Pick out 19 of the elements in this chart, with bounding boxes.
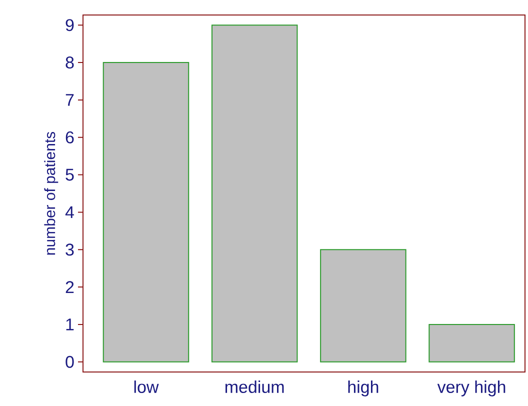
bar [102,62,190,362]
y-tick-label: 6 [66,131,74,144]
x-tick-label: low [134,380,159,394]
bar [428,324,515,362]
y-tick-label: 5 [66,168,74,181]
y-tick-label: 1 [66,318,74,330]
x-tick-label: high [348,380,378,396]
y-tick-label: 8 [66,56,74,69]
y-tick-label: 7 [66,94,74,106]
y-tick-label: 4 [65,206,74,218]
y-tick-label: 0 [66,356,74,368]
bar [320,249,406,362]
bar [211,24,298,362]
y-tick-label: 3 [66,244,74,256]
x-tick-label: medium [225,380,284,394]
y-tick-label: 2 [66,281,74,293]
y-axis-title: number of patients [44,132,58,255]
x-tick-label: very high [437,380,506,396]
y-tick-label: 9 [66,19,74,32]
